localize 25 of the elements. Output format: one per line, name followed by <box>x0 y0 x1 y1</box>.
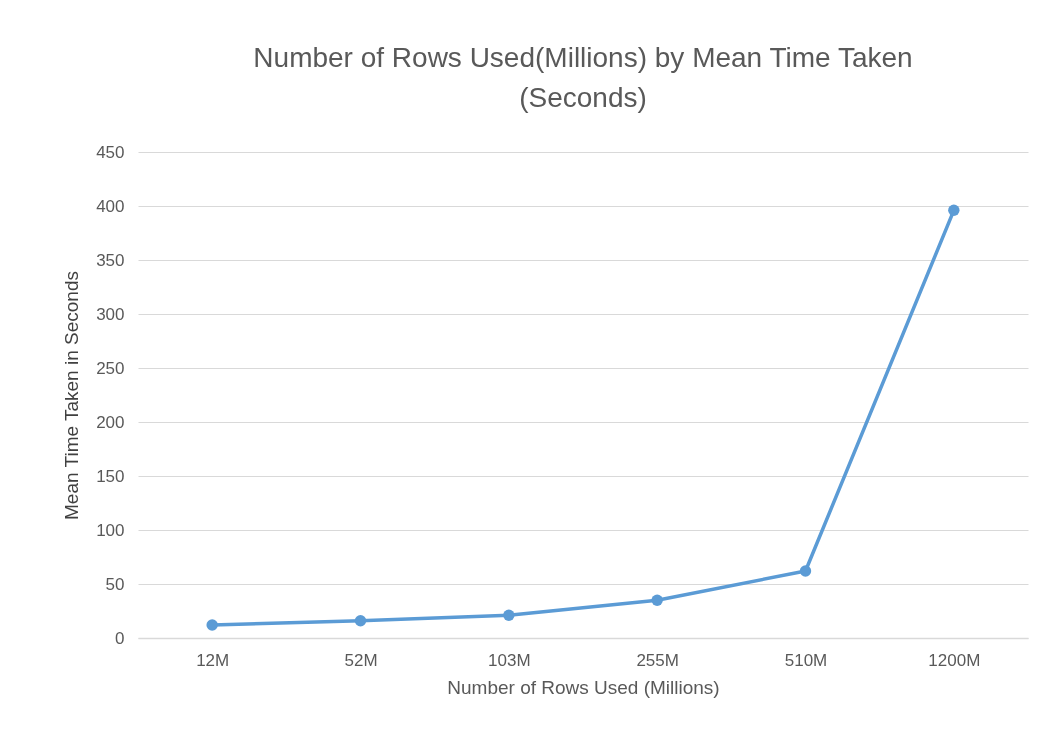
point <box>206 619 218 631</box>
x-tick-label: 255M <box>636 650 679 670</box>
point <box>651 594 663 606</box>
point <box>354 615 367 627</box>
x-axis-title: Number of Rows Used (Millions) <box>447 676 720 698</box>
x-tick-label: 510M <box>784 650 828 670</box>
point <box>503 609 515 622</box>
y-tick-label: 200 <box>96 412 125 432</box>
y-tick-label: 100 <box>96 520 125 540</box>
y-tick-label: 450 <box>96 142 125 162</box>
chart-title: Number of Rows Used(Millions) by Mean Time Taken (Seconds) <box>253 42 913 113</box>
y-tick-label: 0 <box>115 628 125 648</box>
point <box>948 204 960 217</box>
y-tick-label: 300 <box>96 304 125 324</box>
x-tick-label: 103M <box>488 650 531 670</box>
y-tick-label: 350 <box>96 250 125 270</box>
x-tick-label: 12M <box>196 650 230 670</box>
y-tick-label: 150 <box>96 466 125 486</box>
x-tick-label: 52M <box>344 650 378 670</box>
y-tick-label: 250 <box>96 358 125 378</box>
x-tick-label: 1200M <box>928 650 981 670</box>
y-tick-label: 50 <box>105 574 125 594</box>
point <box>799 565 812 577</box>
y-axis-title: Mean Time Taken in Seconds <box>61 271 83 520</box>
y-tick-label: 400 <box>96 196 125 216</box>
